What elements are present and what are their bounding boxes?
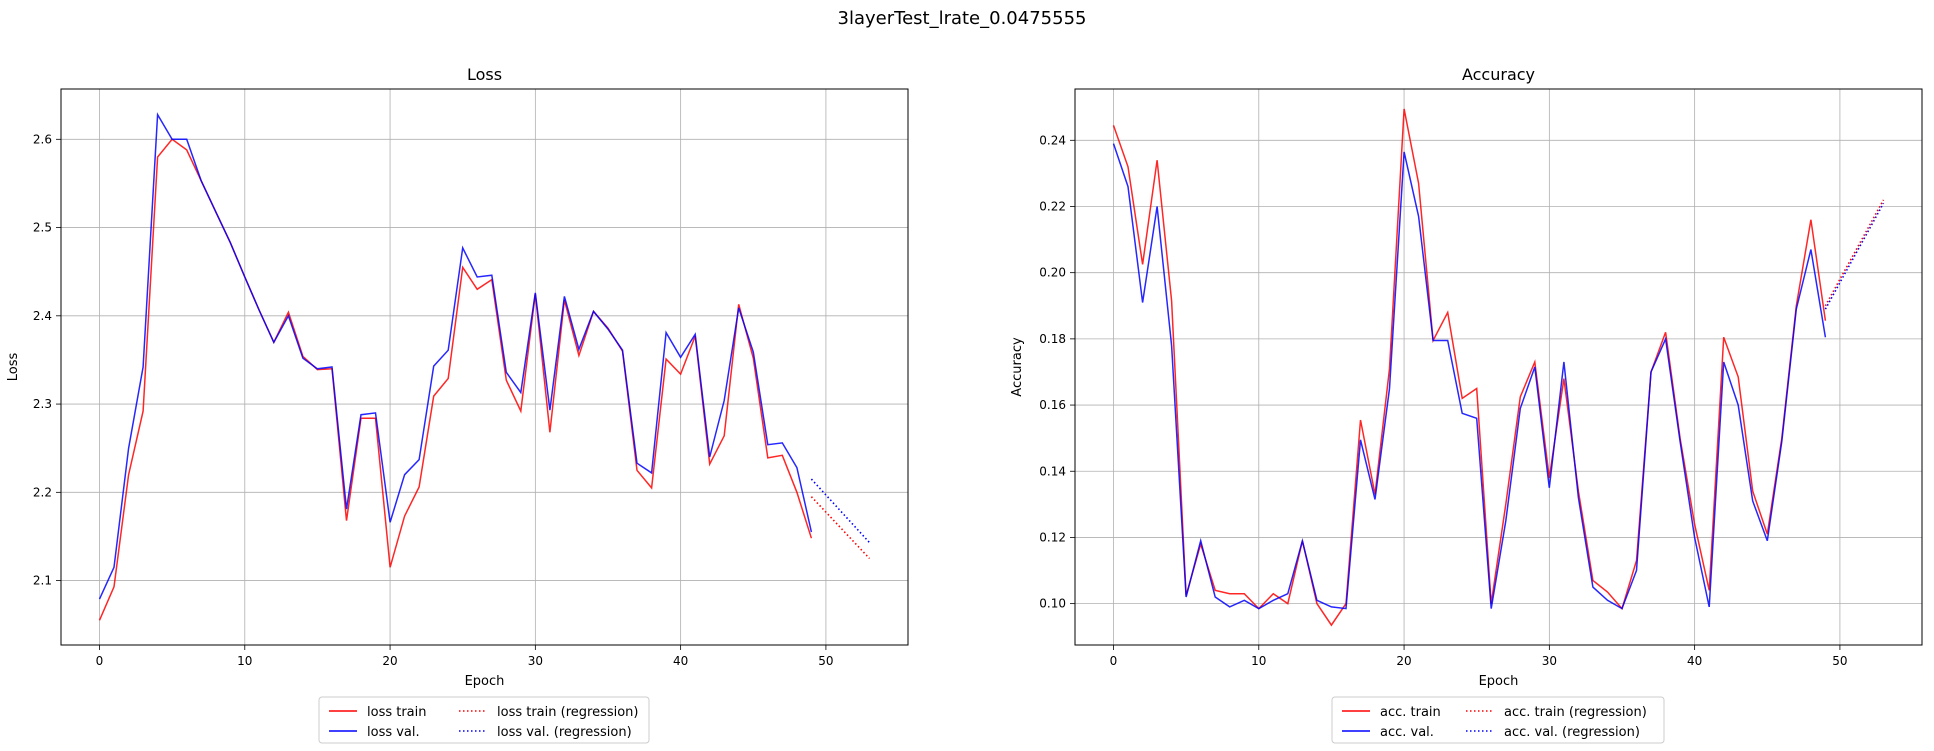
plot-frame xyxy=(1074,88,1923,646)
x-tick-label: 10 xyxy=(237,654,252,668)
plot-frame xyxy=(60,88,909,646)
loss-chart-title: Loss xyxy=(467,65,502,84)
legend-label: loss train xyxy=(367,705,427,720)
loss-series-1 xyxy=(98,138,813,621)
x-axis-label: Epoch xyxy=(1479,674,1519,689)
y-tick-label: 2.2 xyxy=(33,485,52,499)
y-tick-label: 2.6 xyxy=(33,132,52,146)
x-tick-label: 0 xyxy=(1110,654,1118,668)
accuracy-series-1 xyxy=(1112,108,1827,627)
legend-label: acc. val. xyxy=(1380,725,1434,740)
y-axis-label: Loss xyxy=(6,353,21,382)
y-tick-label: 0.12 xyxy=(1039,530,1066,544)
y-tick-label: 2.1 xyxy=(33,574,52,588)
legend-label: loss val. xyxy=(367,725,420,740)
loss-legend: loss train loss val. loss train (regressio… xyxy=(318,696,650,744)
y-tick-label: 0.14 xyxy=(1039,464,1066,478)
accuracy-chart: 0 10 20 30 40 50 0.10 0.12 0.14 0.16 0.18 0.20 0.22 0… xyxy=(1010,65,1923,744)
accuracy-legend: acc. train acc. val. acc. train (regressio… xyxy=(1331,696,1665,744)
legend-box xyxy=(1331,696,1665,744)
x-tick-label: 20 xyxy=(1396,654,1411,668)
y-axis-label: Accuracy xyxy=(1010,337,1025,397)
y-tick-label: 2.4 xyxy=(33,309,52,323)
y-tick-label: 0.10 xyxy=(1039,597,1066,611)
x-tick-label: 50 xyxy=(1832,654,1847,668)
legend-box xyxy=(318,696,650,744)
legend-label: loss val. (regression) xyxy=(497,725,632,740)
legend-label: acc. train (regression) xyxy=(1504,705,1647,720)
y-tick-label: 0.16 xyxy=(1039,398,1066,412)
x-tick-label: 30 xyxy=(528,654,543,668)
y-tick-label: 2.5 xyxy=(33,221,52,235)
y-tick-label: 0.18 xyxy=(1039,332,1066,346)
x-tick-label: 40 xyxy=(1687,654,1702,668)
loss-series-4 xyxy=(810,478,871,544)
x-tick-label: 50 xyxy=(818,654,833,668)
x-tick-label: 40 xyxy=(673,654,688,668)
loss-series-3 xyxy=(810,496,871,560)
loss-chart: 0 10 20 30 40 50 2.1 2.2 2.3 2.4 2.5 2.6 Loss Epoch Lo… xyxy=(6,65,909,744)
x-tick-label: 20 xyxy=(382,654,397,668)
y-tick-label: 0.24 xyxy=(1039,133,1066,147)
loss-series-2 xyxy=(98,112,813,600)
legend-label: acc. train xyxy=(1380,705,1441,720)
x-tick-label: 10 xyxy=(1251,654,1266,668)
accuracy-series-2 xyxy=(1112,143,1827,610)
y-tick-label: 0.20 xyxy=(1039,266,1066,280)
accuracy-chart-title: Accuracy xyxy=(1462,65,1535,84)
accuracy-series-4 xyxy=(1824,202,1885,310)
y-tick-label: 0.22 xyxy=(1039,199,1066,213)
x-tick-label: 0 xyxy=(96,654,104,668)
x-tick-label: 30 xyxy=(1542,654,1557,668)
accuracy-series-3 xyxy=(1824,199,1885,307)
x-axis-label: Epoch xyxy=(465,674,505,689)
legend-label: acc. val. (regression) xyxy=(1504,725,1640,740)
figure-title: 3layerTest_lrate_0.0475555 xyxy=(838,8,1087,29)
legend-label: loss train (regression) xyxy=(497,705,639,720)
y-tick-label: 2.3 xyxy=(33,397,52,411)
